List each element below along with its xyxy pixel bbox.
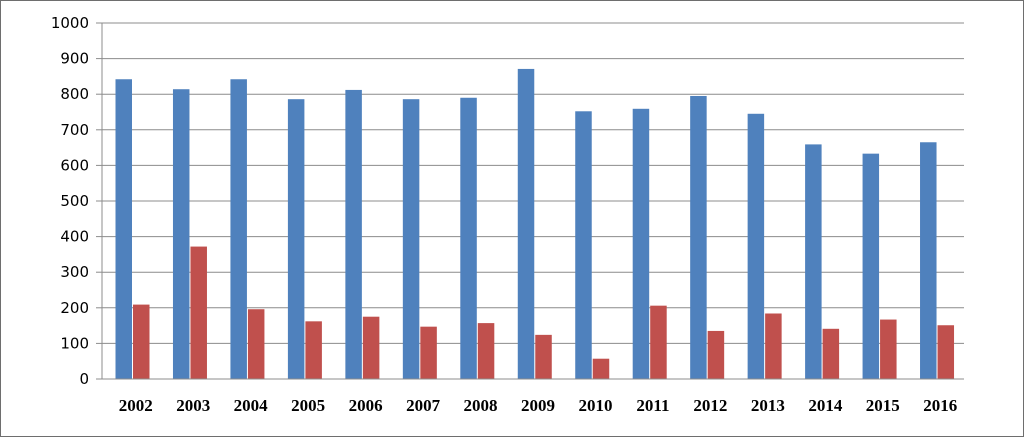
y-tick-label: 0	[79, 370, 89, 388]
x-tick-label: 2015	[866, 396, 900, 415]
x-tick-label: 2007	[406, 396, 441, 415]
x-tick-label: 2005	[291, 396, 325, 415]
bar	[805, 144, 822, 379]
bar	[862, 153, 880, 379]
bar	[747, 113, 765, 379]
y-tick-label: 1000	[51, 14, 89, 32]
y-tick-label: 800	[60, 85, 89, 103]
y-tick-label: 600	[60, 156, 89, 174]
bar	[115, 79, 132, 380]
bar	[190, 246, 207, 379]
bar	[920, 142, 937, 379]
y-tick-label: 500	[60, 192, 89, 210]
bar	[632, 108, 650, 380]
bar	[172, 89, 190, 379]
bar	[287, 99, 305, 380]
x-tick-label: 2010	[578, 396, 612, 415]
x-tick-label: 2004	[234, 396, 269, 415]
bar	[230, 79, 247, 380]
bar	[362, 316, 380, 379]
bar	[477, 323, 495, 379]
bar	[535, 334, 552, 379]
bar	[575, 111, 592, 380]
bar	[765, 313, 782, 379]
x-tick-label: 2014	[808, 396, 843, 415]
x-tick-label: 2016	[923, 396, 957, 415]
bar	[690, 95, 707, 379]
bar	[707, 330, 725, 379]
bar	[305, 321, 322, 379]
bar	[650, 305, 667, 379]
x-tick-label: 2006	[349, 396, 383, 415]
bar	[880, 319, 897, 379]
bar	[345, 89, 362, 379]
bars	[115, 68, 955, 380]
bar	[460, 97, 477, 379]
bar	[937, 325, 955, 379]
bar	[592, 358, 610, 379]
y-axis-tick-labels: 0 100 200 300 400 500 600 700 800 900 1000	[51, 14, 89, 388]
y-tick-label: 300	[60, 263, 89, 281]
x-tick-label: 2002	[119, 396, 153, 415]
bar	[822, 328, 840, 379]
y-tick-label: 700	[60, 121, 89, 139]
bar	[402, 99, 420, 380]
y-tick-label: 400	[60, 228, 89, 246]
bar	[517, 68, 535, 379]
y-tick-label: 200	[60, 299, 89, 317]
x-tick-label: 2003	[176, 396, 210, 415]
axes	[101, 23, 964, 380]
x-tick-label: 2008	[464, 396, 498, 415]
bar	[247, 309, 265, 379]
bar	[420, 326, 437, 379]
bar	[133, 304, 150, 379]
x-tick-label: 2012	[693, 396, 727, 415]
x-tick-label: 2011	[636, 396, 669, 415]
x-axis-tick-labels: 2002 2003 2004 2005 2006 2007 2008 2009 2010 2011…	[119, 396, 958, 415]
y-tick-label: 900	[60, 50, 89, 68]
x-tick-label: 2009	[521, 396, 555, 415]
y-tick-label: 100	[60, 334, 89, 352]
x-tick-label: 2013	[751, 396, 785, 415]
